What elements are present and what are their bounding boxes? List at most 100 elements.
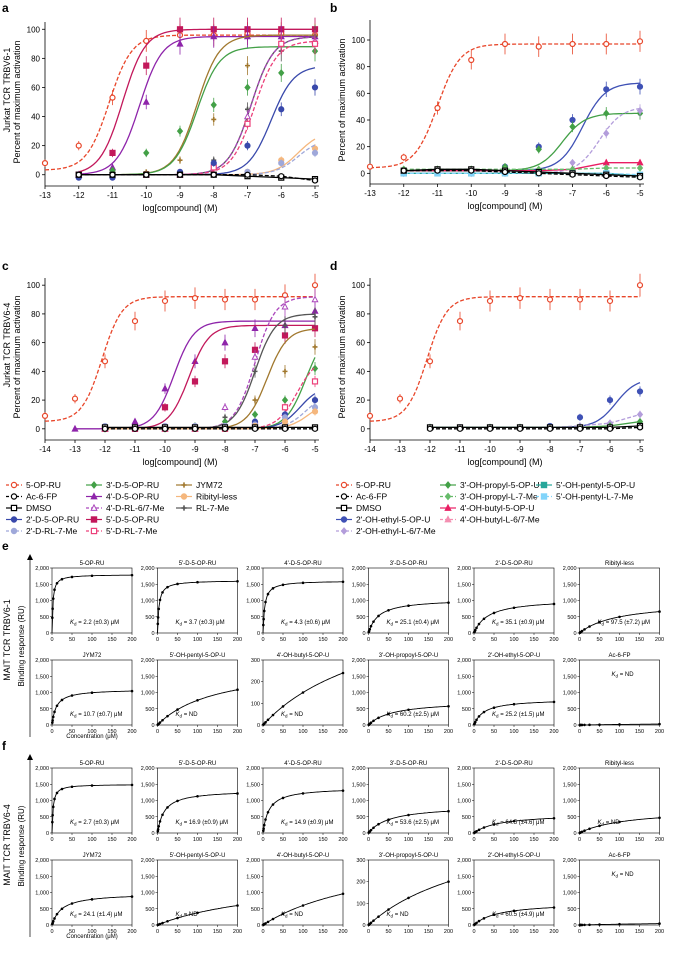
- x-tick-label: 0: [472, 837, 475, 843]
- data-point: [598, 923, 601, 926]
- data-point: [51, 719, 54, 722]
- legend-marker: [540, 493, 548, 500]
- y-axis-label: Percent of maximum activation: [12, 295, 22, 418]
- y-tick-label: 500: [145, 907, 154, 913]
- x-tick-label: -7: [569, 189, 577, 198]
- y-tick-label: 1,000: [35, 891, 49, 897]
- legend-item-2-oh-ethyl-5-op-u: 2'-OH-ethyl-5-OP-U: [336, 515, 430, 525]
- series-line: [44, 296, 315, 422]
- y-tick-label: 2,000: [457, 658, 471, 664]
- x-tick-label: 200: [655, 837, 664, 843]
- data-point: [516, 425, 524, 432]
- legend-label: DMSO: [356, 503, 382, 513]
- x-tick-label: 100: [193, 729, 202, 735]
- y-tick-label: 300: [251, 658, 260, 664]
- legend-marker: [444, 503, 452, 511]
- x-axis-label: log[compound] (M): [467, 457, 542, 467]
- x-tick-label: -10: [484, 445, 496, 454]
- binding-plot-jym72: JYM72 0 500 1,000 1,500 2,000 0 50 100 150 200 Kd =…: [35, 653, 136, 735]
- y-tick-label: 0: [362, 723, 365, 729]
- y-tick-label: 500: [145, 815, 154, 821]
- legend-item-5-op-ru: 5-OP-RU: [336, 480, 391, 490]
- data-point: [130, 573, 134, 577]
- y-tick-label: 0: [257, 631, 260, 637]
- x-tick-label: 0: [578, 837, 581, 843]
- x-tick-label: -10: [465, 189, 477, 198]
- data-point: [55, 791, 59, 795]
- data-point: [266, 920, 270, 924]
- kd-label: Kd = 60.5 (±4.9) μM: [492, 912, 544, 919]
- kd-label: Kd = ND: [598, 820, 621, 827]
- data-point: [158, 820, 162, 823]
- plot-title: 5'-OH-pentyl-5-OP-U: [170, 653, 226, 659]
- legend-marker: [181, 505, 187, 511]
- data-point: [301, 581, 305, 585]
- legend-label: RL-7-Me: [196, 503, 229, 513]
- x-tick-label: 150: [318, 837, 327, 843]
- x-tick-label: 0: [50, 929, 53, 935]
- x-tick-label: -5: [636, 445, 644, 454]
- y-tick-label: 100: [352, 281, 366, 290]
- data-point: [281, 396, 289, 404]
- data-point: [477, 919, 481, 923]
- x-tick-label: -6: [606, 445, 614, 454]
- binding-plot-2-oh-ethyl-5-op-u: 2'-OH-ethyl-5-OP-U 0 500 1,000 1,500 2,000 0 50…: [457, 853, 558, 935]
- row-ab: a b Jurkat TCR TRBV6-1 0 20 40 60 80 100 -13 -12 -1…: [2, 1, 644, 213]
- data-point: [266, 718, 270, 722]
- legend-marker: [90, 492, 98, 500]
- x-tick-label: -5: [311, 191, 319, 200]
- data-point: [244, 171, 251, 178]
- x-tick-label: 0: [261, 837, 264, 843]
- y-tick-label: 500: [40, 707, 49, 713]
- y-tick-label: 2,000: [352, 566, 366, 572]
- data-point: [90, 691, 94, 695]
- binding-plot-5-d-5-op-ru: 5'-D-5-OP-RU 0 500 1,000 1,500 2,000 0 50 100 150…: [141, 561, 242, 643]
- binding-plot-4-oh-butyl-5-op-u: 4'-OH-butyl-5-OP-U 0 100 200 300 0 50 100 150 200…: [251, 653, 348, 735]
- data-point: [177, 157, 183, 163]
- plot-title: 2'-OH-ethyl-5-OP-U: [488, 653, 541, 659]
- data-point: [264, 922, 267, 925]
- x-tick-label: 100: [298, 929, 307, 935]
- legend-marker: [181, 482, 187, 488]
- data-point: [244, 83, 251, 92]
- y-tick-label: 1,000: [35, 691, 49, 697]
- x-tick-label: 200: [444, 837, 453, 843]
- data-point: [251, 410, 259, 419]
- x-tick-label: 150: [318, 637, 327, 643]
- y-tick-label: 40: [31, 367, 40, 376]
- x-tick-label: -13: [39, 191, 51, 200]
- data-point: [70, 902, 74, 905]
- data-point: [264, 600, 267, 604]
- data-point: [51, 597, 55, 600]
- fit-curve: [51, 896, 132, 926]
- binding-plot-5-op-ru: 5-OP-RU 0 500 1,000 1,500 2,000 0 50 100 150 200 Kd…: [35, 561, 136, 643]
- data-point: [221, 358, 229, 365]
- data-point: [588, 923, 591, 927]
- data-point: [512, 702, 516, 706]
- x-tick-label: 100: [615, 837, 624, 843]
- data-point: [271, 587, 275, 590]
- data-point: [130, 895, 134, 898]
- data-point: [492, 913, 496, 917]
- x-tick-label: 100: [404, 637, 413, 643]
- data-point: [221, 403, 229, 411]
- legend-label: Ac-6-FP: [26, 492, 58, 502]
- x-tick-label: 150: [318, 929, 327, 935]
- kd-label: Kd = ND: [176, 912, 199, 919]
- x-tick-label: 150: [107, 837, 116, 843]
- data-point: [53, 917, 56, 920]
- data-point: [101, 358, 109, 365]
- data-point: [492, 706, 496, 710]
- series-line: [403, 168, 641, 177]
- y-tick-label: 2,000: [246, 766, 260, 772]
- y-tick-label: 500: [145, 707, 154, 713]
- data-point: [75, 142, 82, 149]
- x-tick-label: 50: [596, 637, 602, 643]
- legend-label: Ac-6-FP: [356, 492, 388, 502]
- x-tick-label: 50: [596, 929, 602, 935]
- fit-curve: [262, 893, 344, 926]
- x-tick-label: 50: [280, 837, 286, 843]
- legend-legend_left: 5-OP-RU 3'-D-5-OP-RU JYM72 Ac-6-FP 4'-D-5-OP…: [6, 480, 237, 536]
- data-point: [196, 795, 199, 798]
- data-point: [70, 575, 74, 579]
